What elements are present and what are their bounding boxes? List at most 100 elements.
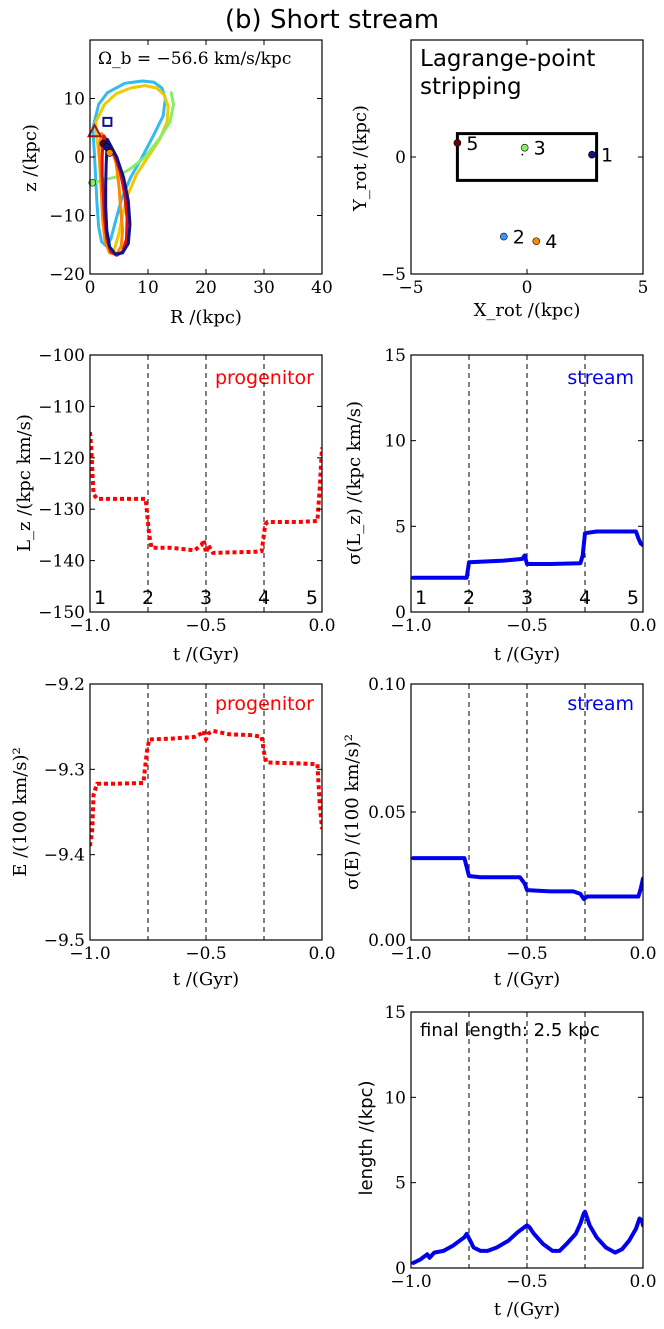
e-progenitor-ytick-label-1: −9.4 (44, 846, 85, 866)
orbit-xtick-label-1: 10 (137, 278, 159, 298)
lagrange-plot: 1 2 3 4 5 −5 0 5 −5 0 (381, 39, 649, 298)
lz-progenitor-xlabel: t /(Gyr) (173, 644, 239, 665)
lagrange-point-label-5: 5 (466, 133, 478, 155)
lagrange-small-dot-0 (521, 153, 524, 156)
e-stream-series-stream (411, 856, 643, 901)
length-annotation: final length: 2.5 kpc (420, 1020, 600, 1041)
panel-length: final length: 2.5 kpc t /(Gyr) length /(… (356, 1020, 600, 1320)
lz-stream-xtick-label-1: −0.5 (506, 616, 547, 636)
lz-progenitor-vline-label-3: 3 (200, 587, 212, 609)
lz-stream-xlabel: t /(Gyr) (494, 644, 560, 665)
orbit-ytick-label-2: 0 (74, 148, 85, 168)
lz-stream-vline-label-5: 5 (627, 587, 639, 609)
length-ytick-label-3: 15 (384, 1003, 406, 1023)
e-progenitor-xtick-label-2: 0.0 (308, 944, 335, 964)
lz-stream-vline-label-3: 3 (521, 587, 533, 609)
orbit-annotation: Ω_b = −56.6 km/s/kpc (98, 49, 291, 69)
panel-e-stream: stream t /(Gyr) σ(E) /(100 km/s)² (342, 693, 634, 990)
lz-stream-ytick-label-0: 0 (395, 603, 406, 623)
orbit-ylabel: z /(kpc) (20, 124, 41, 192)
e-stream-legend: stream (567, 693, 634, 715)
panel-e-progenitor: progenitor t /(Gyr) E /(100 km/s)² (10, 693, 314, 990)
orbit-frame (89, 39, 323, 275)
e-stream-xlabel: t /(Gyr) (494, 969, 560, 990)
figure-title: (b) Short stream (225, 5, 439, 35)
lagrange-point-3 (520, 143, 529, 152)
panel-lagrange: Lagrange-point stripping X_rot /(kpc) Y_… (350, 46, 595, 321)
lagrange-point-5 (453, 139, 462, 147)
lagrange-point-4 (532, 237, 541, 246)
length-plot: −1.0 −0.5 0.0 0 5 10 15 (384, 1003, 656, 1292)
orbit-marker-orange-dot (105, 149, 114, 157)
length-ytick-label-1: 5 (395, 1174, 406, 1194)
e-stream-ylabel: σ(E) /(100 km/s)² (342, 734, 363, 890)
lagrange-point-label-4: 4 (545, 231, 557, 253)
lz-progenitor-vline-label-2: 2 (142, 587, 154, 609)
e-stream-ytick-label-2: 0.10 (368, 675, 406, 695)
lz-progenitor-series-progenitor (90, 431, 322, 555)
lz-progenitor-xtick-label-0: −1.0 (69, 616, 110, 636)
lz-progenitor-legend: progenitor (215, 367, 314, 389)
lz-progenitor-ylabel: L_z /(kpc km/s) (14, 414, 35, 552)
e-stream-xtick-label-2: 0.0 (629, 944, 656, 964)
e-progenitor-xtick-label-0: −1.0 (69, 944, 110, 964)
lz-progenitor-vline-label-4: 4 (258, 587, 270, 609)
orbit-ytick-label-0: −20 (49, 265, 85, 285)
lagrange-point-1 (588, 150, 596, 159)
orbit-marker-square (102, 116, 113, 127)
lagrange-title: Lagrange-point (420, 46, 595, 72)
orbit-plot: 0 10 20 30 40 −20 −10 0 10 (49, 39, 333, 298)
e-stream-plot: −1.0 −0.5 0.0 0.00 0.05 0.10 (368, 675, 656, 964)
orbit-xtick-label-2: 20 (195, 278, 217, 298)
lagrange-xtick-label-0: −5 (398, 278, 423, 298)
orbit-xtick-label-4: 40 (311, 278, 333, 298)
lz-stream-series-stream (411, 529, 643, 580)
length-xtick-label-1: −0.5 (506, 1272, 547, 1292)
e-progenitor-ytick-label-3: −9.2 (44, 675, 85, 695)
length-xtick-label-0: −1.0 (390, 1272, 431, 1292)
lz-progenitor-ytick-label-3: −120 (38, 449, 85, 469)
lz-progenitor-ytick-label-4: −110 (38, 397, 85, 417)
lz-progenitor-vline-label-1: 1 (94, 587, 106, 609)
lagrange-title-2: stripping (420, 74, 522, 100)
lz-progenitor-ytick-label-1: −140 (38, 552, 85, 572)
length-ytick-label-0: 0 (395, 1259, 406, 1279)
lagrange-point-label-2: 2 (513, 227, 525, 249)
length-ytick-label-2: 10 (384, 1088, 406, 1108)
lagrange-xtick-label-2: 5 (638, 278, 649, 298)
length-ylabel: length /(kpc) (356, 1081, 377, 1196)
panel-lz-stream: stream t /(Gyr) σ(L_z) /(kpc km/s) (344, 367, 634, 665)
lz-progenitor-ytick-label-2: −130 (38, 500, 85, 520)
lz-stream-xtick-label-2: 0.0 (629, 616, 656, 636)
panel-lz-progenitor: progenitor t /(Gyr) L_z /(kpc km/s) (14, 367, 314, 665)
e-progenitor-ytick-label-2: −9.3 (44, 760, 85, 780)
lz-progenitor-ytick-label-0: −150 (38, 603, 85, 623)
lz-progenitor-plot: 1 2 3 4 5 −1.0 −0.5 0.0 −150 −140 −130 −120 −110 −100 (38, 346, 335, 636)
orbit-marker-triangle (86, 123, 103, 138)
lagrange-point-label-3: 3 (534, 138, 546, 160)
lagrange-xlabel: X_rot /(kpc) (474, 300, 581, 321)
orbit-ytick-label-1: −10 (49, 207, 85, 227)
lz-stream-plot: 1 2 3 4 5 −1.0 −0.5 0.0 0 5 10 15 (384, 346, 656, 636)
lz-stream-ytick-label-3: 15 (384, 346, 406, 366)
orbit-series-orbit-cyan (91, 79, 167, 248)
orbit-ytick-label-3: 10 (63, 90, 85, 110)
orbit-xtick-label-0: 0 (85, 278, 96, 298)
lz-stream-legend: stream (567, 367, 634, 389)
lagrange-ytick-label-1: 0 (395, 148, 406, 168)
e-stream-ytick-label-0: 0.00 (368, 931, 406, 951)
lz-stream-ylabel: σ(L_z) /(kpc km/s) (344, 401, 365, 565)
e-stream-xtick-label-1: −0.5 (506, 944, 547, 964)
e-stream-xtick-label-0: −1.0 (390, 944, 431, 964)
lz-stream-xtick-label-0: −1.0 (390, 616, 431, 636)
lz-progenitor-ytick-label-5: −100 (38, 346, 85, 366)
lagrange-ylabel: Y_rot /(kpc) (350, 105, 371, 212)
lagrange-box (455, 132, 599, 182)
e-stream-ytick-label-1: 0.05 (368, 803, 406, 823)
lagrange-ytick-label-0: −5 (381, 265, 406, 285)
length-xlabel: t /(Gyr) (494, 1299, 560, 1320)
e-progenitor-ylabel: E /(100 km/s)² (10, 747, 31, 877)
lz-stream-ytick-label-2: 10 (384, 432, 406, 452)
